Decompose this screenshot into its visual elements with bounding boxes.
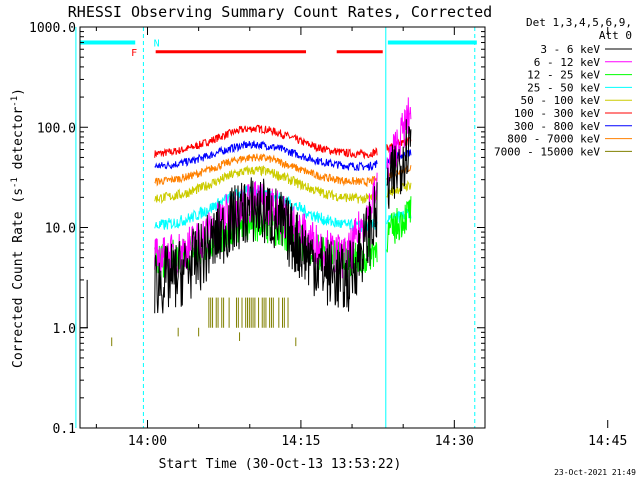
legend-label: 300 - 800 keV [514,120,600,133]
y-tick-label: 1000.0 [29,21,76,36]
series-line [154,153,378,188]
series-line [154,172,378,281]
series-line [154,177,378,314]
flare-flag-label: F [131,48,137,59]
x-tick-label: 14:30 [435,434,474,449]
legend-label: 12 - 25 keV [527,69,600,82]
x-axis-label: Start Time (30-Oct-13 13:53:22) [159,457,402,472]
legend-label: 7000 - 15000 keV [494,145,600,158]
legend-label: 100 - 300 keV [514,107,600,120]
y-axis-label: Corrected Count Rate (s-1 detector-1) [10,88,26,368]
status-flags: NF [75,27,477,428]
series-line [154,164,378,205]
series-line [154,140,378,172]
axes: 0.1 1.0 10.0 100.0 1000.0 14:00 14:15 14:30 14:4… [29,21,627,449]
series-line [386,119,412,209]
y-tick-label: 0.1 [53,422,76,437]
legend-label: 800 - 7000 keV [507,133,600,146]
legend-header-line-1: Det 1,3,4,5,6,9, [526,16,632,29]
legend-header-line-2: Att 0 [599,29,632,42]
legend-label: 3 - 6 keV [540,43,600,56]
series-line [386,196,412,253]
series-line [154,124,378,160]
x-tick-label: 14:00 [128,434,167,449]
x-tick-label: 14:45 [588,434,627,449]
chart-title: RHESSI Observing Summary Count Rates, Co… [68,3,492,21]
plot-area [80,97,412,347]
legend-label: 6 - 12 keV [534,56,601,69]
timestamp: 23-Oct-2021 21:49 [554,468,636,477]
y-tick-label: 1.0 [53,322,76,337]
night-flag-label: N [154,39,160,50]
series-line [386,180,412,198]
y-tick-label: 100.0 [37,121,76,136]
legend-label: 50 - 100 keV [521,94,601,107]
x-tick-label: 14:15 [281,434,320,449]
legend-label: 25 - 50 keV [527,81,600,94]
y-tick-label: 10.0 [45,222,76,237]
